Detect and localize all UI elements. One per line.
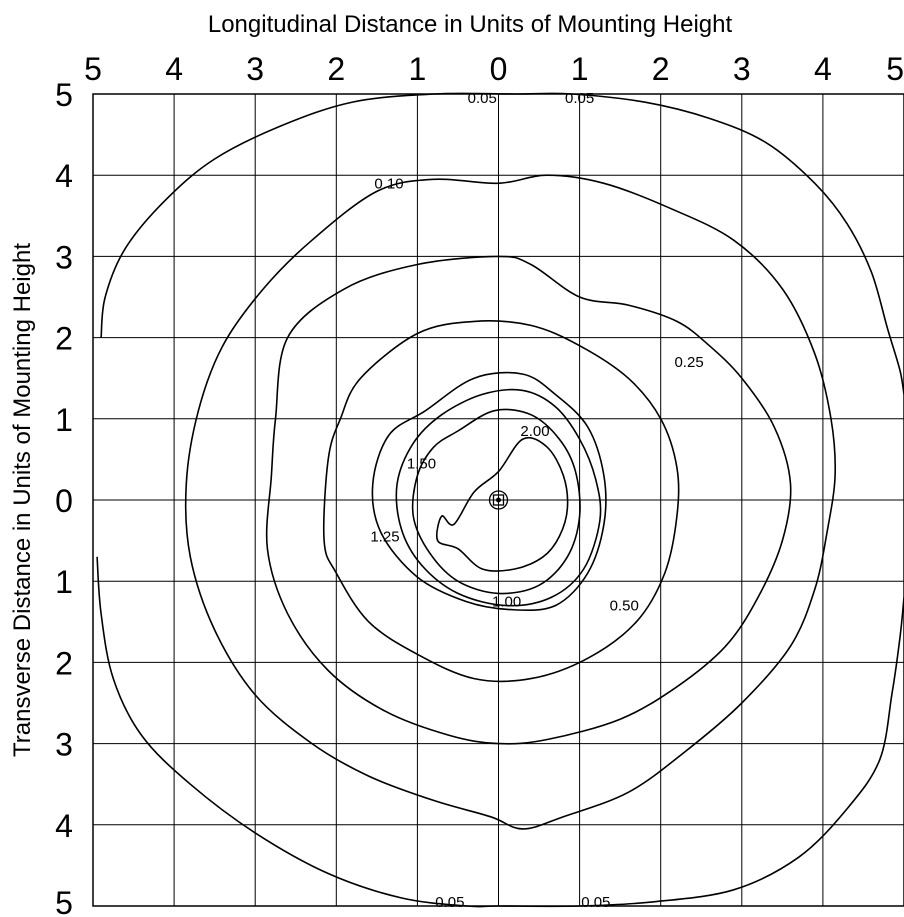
contour-label: 2.00 [520,423,549,440]
x-tick-label: 4 [814,51,832,87]
y-tick-label: 4 [55,158,73,194]
contour-line-1-00 [371,371,607,612]
contour-lines [96,92,904,908]
y-tick-label: 3 [55,239,73,275]
contour-label: 0.50 [610,598,639,615]
contour-line-2-00 [436,436,569,572]
y-tick-label: 1 [55,402,73,438]
marker-center-dot [496,497,501,503]
x-tick-label: 5 [84,51,102,87]
x-tick-label: 1 [571,51,589,87]
x-tick-label: 2 [652,51,670,87]
y-tick-label: 5 [55,77,73,113]
marker-outer-ring [488,490,509,510]
contour-line-1-25 [395,388,602,607]
contour-line-0-05 [100,92,904,395]
y-tick-label: 2 [55,645,73,681]
luminaire-marker-icon [488,490,509,510]
y-tick-labels: 5 4 3 2 1 0 1 2 3 4 5 [55,77,73,917]
marker-square [492,494,505,506]
x-tick-label: 5 [886,51,904,87]
x-tick-label: 1 [409,51,427,87]
contour-label: 0.05 [435,894,464,911]
contour-line-0-05 [96,556,904,908]
y-tick-label: 2 [55,321,73,357]
y-tick-label: 5 [55,885,73,917]
x-tick-label: 3 [733,51,751,87]
contour-label: 1.00 [492,594,521,611]
contour-label: 0.10 [374,175,403,192]
x-tick-label: 4 [165,51,183,87]
y-tick-label: 0 [55,483,73,519]
contour-label: 0.05 [565,90,594,107]
contour-label: 0.05 [581,894,610,911]
contour-line-0-50 [322,320,680,683]
x-axis-title: Longitudinal Distance in Units of Mounti… [208,11,733,38]
contour-label: 1.25 [370,529,399,546]
x-tick-label: 3 [246,51,264,87]
y-axis-title: Transverse Distance in Units of Mounting… [9,243,36,757]
contour-line-1-50 [411,408,581,595]
contour-line-0-25 [265,255,792,745]
contour-label: 1.50 [407,455,436,472]
x-tick-label: 2 [327,51,345,87]
x-tick-labels: 5 4 3 2 1 0 1 2 3 4 5 [84,51,904,87]
contour-labels: 0.05 0.05 0.10 0.25 0.50 1.00 1.25 1.50 2.00 0.05… [370,90,703,911]
y-tick-label: 3 [55,727,73,763]
contour-label: 0.05 [468,90,497,107]
contour-line-0-10 [184,174,837,830]
contour-label: 0.25 [674,354,703,371]
x-tick-label: 0 [490,51,508,87]
y-tick-label: 1 [55,564,73,600]
y-tick-label: 4 [55,808,73,844]
